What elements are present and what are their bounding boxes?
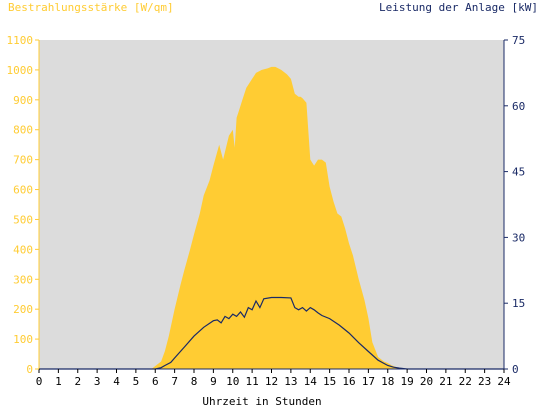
x-tick-label: 5	[133, 375, 140, 388]
y-right-ticks-layer: 0 15 30 45 60 75	[504, 34, 525, 376]
x-tick-label: 8	[191, 375, 198, 388]
y-left-tick-label: 1100	[7, 34, 34, 47]
y-right-tick-label: 15	[512, 297, 525, 310]
x-tick-label: 4	[113, 375, 120, 388]
y-left-tick-label: 500	[13, 213, 33, 226]
x-axis-label: Uhrzeit in Stunden	[202, 395, 321, 408]
x-tick-label: 18	[381, 375, 394, 388]
power-line	[39, 296, 504, 370]
x-tick-label: 12	[265, 375, 278, 388]
right-axis-title: Leistung der Anlage [kW]	[379, 1, 538, 14]
x-tick-label: 15	[323, 375, 336, 388]
irradiance-area-layer	[39, 66, 504, 370]
x-tick-label: 13	[284, 375, 297, 388]
left-axis-title: Bestrahlungsstärke [W/qm]	[8, 1, 174, 14]
x-tick-label: 22	[459, 375, 472, 388]
y-left-tick-label: 800	[13, 124, 33, 137]
y-left-tick-label: 100	[13, 333, 33, 346]
x-tick-label: 21	[439, 375, 452, 388]
y-left-ticks-layer: 0 100 200 300 400 500 600 700 800 900 1000 1100	[7, 34, 39, 376]
x-tick-label: 20	[420, 375, 433, 388]
y-left-tick-label: 0	[26, 363, 33, 376]
x-tick-label: 14	[304, 375, 318, 388]
x-tick-label: 2	[74, 375, 81, 388]
x-tick-label: 6	[152, 375, 159, 388]
y-right-tick-label: 45	[512, 166, 525, 179]
y-left-tick-label: 900	[13, 94, 33, 107]
y-left-tick-label: 600	[13, 184, 33, 197]
x-tick-label: 23	[478, 375, 491, 388]
y-left-tick-label: 700	[13, 154, 33, 167]
x-tick-label: 9	[210, 375, 217, 388]
x-tick-label: 1	[55, 375, 62, 388]
x-tick-label: 11	[246, 375, 259, 388]
y-right-tick-label: 60	[512, 100, 525, 113]
x-tick-label: 24	[497, 375, 511, 388]
x-tick-label: 16	[342, 375, 355, 388]
x-ticks-layer: 0 1 2 3 4 5 6 7 8 9 10 11 12 13 14 15 16 17 18 19 20 21 22 23 24	[36, 369, 511, 388]
y-left-tick-label: 400	[13, 243, 33, 256]
y-left-tick-label: 300	[13, 273, 33, 286]
x-tick-label: 19	[401, 375, 414, 388]
x-tick-label: 0	[36, 375, 43, 388]
y-right-tick-label: 30	[512, 231, 525, 244]
y-left-tick-label: 200	[13, 303, 33, 316]
x-tick-label: 3	[94, 375, 101, 388]
y-right-tick-label: 75	[512, 34, 525, 47]
power-line-layer	[39, 296, 504, 370]
irradiance-area	[39, 66, 504, 370]
x-tick-label: 10	[226, 375, 239, 388]
x-tick-label: 17	[362, 375, 375, 388]
y-left-tick-label: 1000	[7, 64, 34, 77]
y-right-tick-label: 0	[512, 363, 519, 376]
x-tick-label: 7	[171, 375, 178, 388]
